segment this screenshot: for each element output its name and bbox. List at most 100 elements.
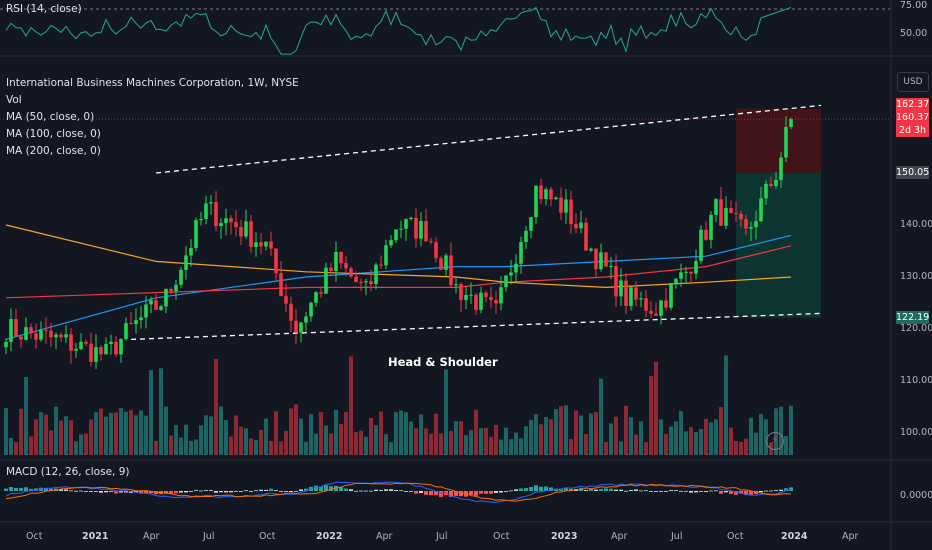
candle-body xyxy=(474,294,478,310)
volume-bar xyxy=(729,427,733,455)
candle-body xyxy=(269,241,273,249)
macd-histogram-bar xyxy=(29,488,33,491)
candle-body xyxy=(569,199,573,225)
time-axis-label: 2021 xyxy=(82,531,109,542)
volume-bar xyxy=(84,433,88,455)
legend-vol[interactable]: Vol xyxy=(6,94,22,106)
volume-bar xyxy=(44,414,48,455)
time-axis-label: Jul xyxy=(671,531,683,542)
volume-bar xyxy=(129,410,133,455)
macd-histogram-bar xyxy=(199,490,203,492)
volume-bar xyxy=(109,412,113,455)
channel-upper-line xyxy=(155,104,822,174)
macd-histogram-bar xyxy=(514,489,518,491)
volume-bar xyxy=(29,436,33,455)
legend-ma50[interactable]: MA (50, close, 0) xyxy=(6,111,95,123)
volume-bar xyxy=(59,420,63,455)
candle-body xyxy=(169,289,173,292)
macd-histogram-bar xyxy=(494,491,498,493)
macd-histogram-bar xyxy=(774,490,778,492)
volume-bar xyxy=(464,435,468,455)
currency-button[interactable]: USD xyxy=(897,72,929,92)
candle-body xyxy=(594,248,598,270)
candle-body xyxy=(449,255,453,286)
macd-histogram-bar xyxy=(244,490,248,492)
macd-histogram-bar xyxy=(529,487,533,491)
candle-body xyxy=(774,179,778,187)
volume-bar xyxy=(189,440,193,455)
rsi-line xyxy=(5,6,792,55)
legend-ma200[interactable]: MA (200, close, 0) xyxy=(6,145,101,157)
volume-bar xyxy=(64,416,68,455)
volume-bar xyxy=(279,441,283,455)
volume-bar xyxy=(264,418,268,455)
macd-histogram-bar xyxy=(544,486,548,491)
volume-bar xyxy=(9,437,13,455)
candle-body xyxy=(499,287,503,304)
price-tag-top: 162.37 xyxy=(896,98,930,111)
candle-body xyxy=(304,316,308,323)
candle-body xyxy=(219,223,223,227)
macd-histogram-bar xyxy=(654,491,658,492)
macd-histogram-bar xyxy=(599,488,603,491)
volume-bar xyxy=(634,434,638,455)
candle-body xyxy=(374,264,378,285)
macd-histogram-bar xyxy=(144,491,148,494)
candle-body xyxy=(394,229,398,241)
macd-histogram-bar xyxy=(339,486,343,491)
macd-histogram-bar xyxy=(489,491,493,494)
volume-bar xyxy=(404,412,408,455)
candle-body xyxy=(629,287,633,306)
macd-histogram-bar xyxy=(734,491,738,495)
volume-bar xyxy=(299,418,303,455)
candle-body xyxy=(234,222,238,228)
macd-histogram-bar xyxy=(14,487,18,491)
price-tag-current: 160.37 xyxy=(896,111,930,124)
symbol-title[interactable]: International Business Machines Corporat… xyxy=(6,77,299,89)
candle-body xyxy=(194,220,198,248)
candle-body xyxy=(49,330,53,338)
macd-title[interactable]: MACD (12, 26, close, 9) xyxy=(6,466,130,478)
macd-histogram-bar xyxy=(179,491,183,493)
time-axis-label: 2023 xyxy=(551,531,578,542)
volume-bar xyxy=(654,361,658,455)
volume-bar xyxy=(544,416,548,455)
time-axis-label: Oct xyxy=(26,531,43,542)
time-axis-label: Oct xyxy=(727,531,744,542)
candle-body xyxy=(559,197,563,213)
volume-bar xyxy=(489,437,493,455)
volume-bar xyxy=(34,419,38,455)
legend-ma100[interactable]: MA (100, close, 0) xyxy=(6,128,101,140)
candle-body xyxy=(669,282,673,308)
macd-histogram-bar xyxy=(659,491,663,492)
volume-bar xyxy=(774,408,778,455)
candle-body xyxy=(239,227,243,237)
volume-bar xyxy=(204,415,208,455)
candle-body xyxy=(284,296,288,304)
volume-bar xyxy=(134,415,138,455)
candle-body xyxy=(139,317,143,321)
rsi-title[interactable]: RSI (14, close) xyxy=(6,3,82,15)
macd-histogram-bar xyxy=(604,488,608,491)
candle-body xyxy=(64,334,68,338)
macd-histogram-bar xyxy=(274,490,278,491)
volume-bar xyxy=(694,431,698,455)
volume-bar xyxy=(744,438,748,455)
macd-histogram-bar xyxy=(709,490,713,492)
candle-body xyxy=(709,214,713,240)
volume-bar xyxy=(224,420,228,455)
candle-body xyxy=(659,300,663,316)
volume-bar xyxy=(259,429,263,455)
rsi-axis-label-75: 75.00 xyxy=(900,0,928,11)
volume-bar xyxy=(344,411,348,455)
volume-bar xyxy=(784,436,788,455)
candle-body xyxy=(619,280,623,297)
pattern-annotation[interactable]: Head & Shoulder xyxy=(388,355,498,369)
lightning-icon[interactable]: ⚡ xyxy=(766,432,784,450)
main-legend: International Business Machines Corporat… xyxy=(6,75,299,160)
macd-histogram-bar xyxy=(169,491,173,495)
volume-bar xyxy=(724,355,728,455)
candle-body xyxy=(24,327,28,340)
candle-body xyxy=(244,221,248,237)
